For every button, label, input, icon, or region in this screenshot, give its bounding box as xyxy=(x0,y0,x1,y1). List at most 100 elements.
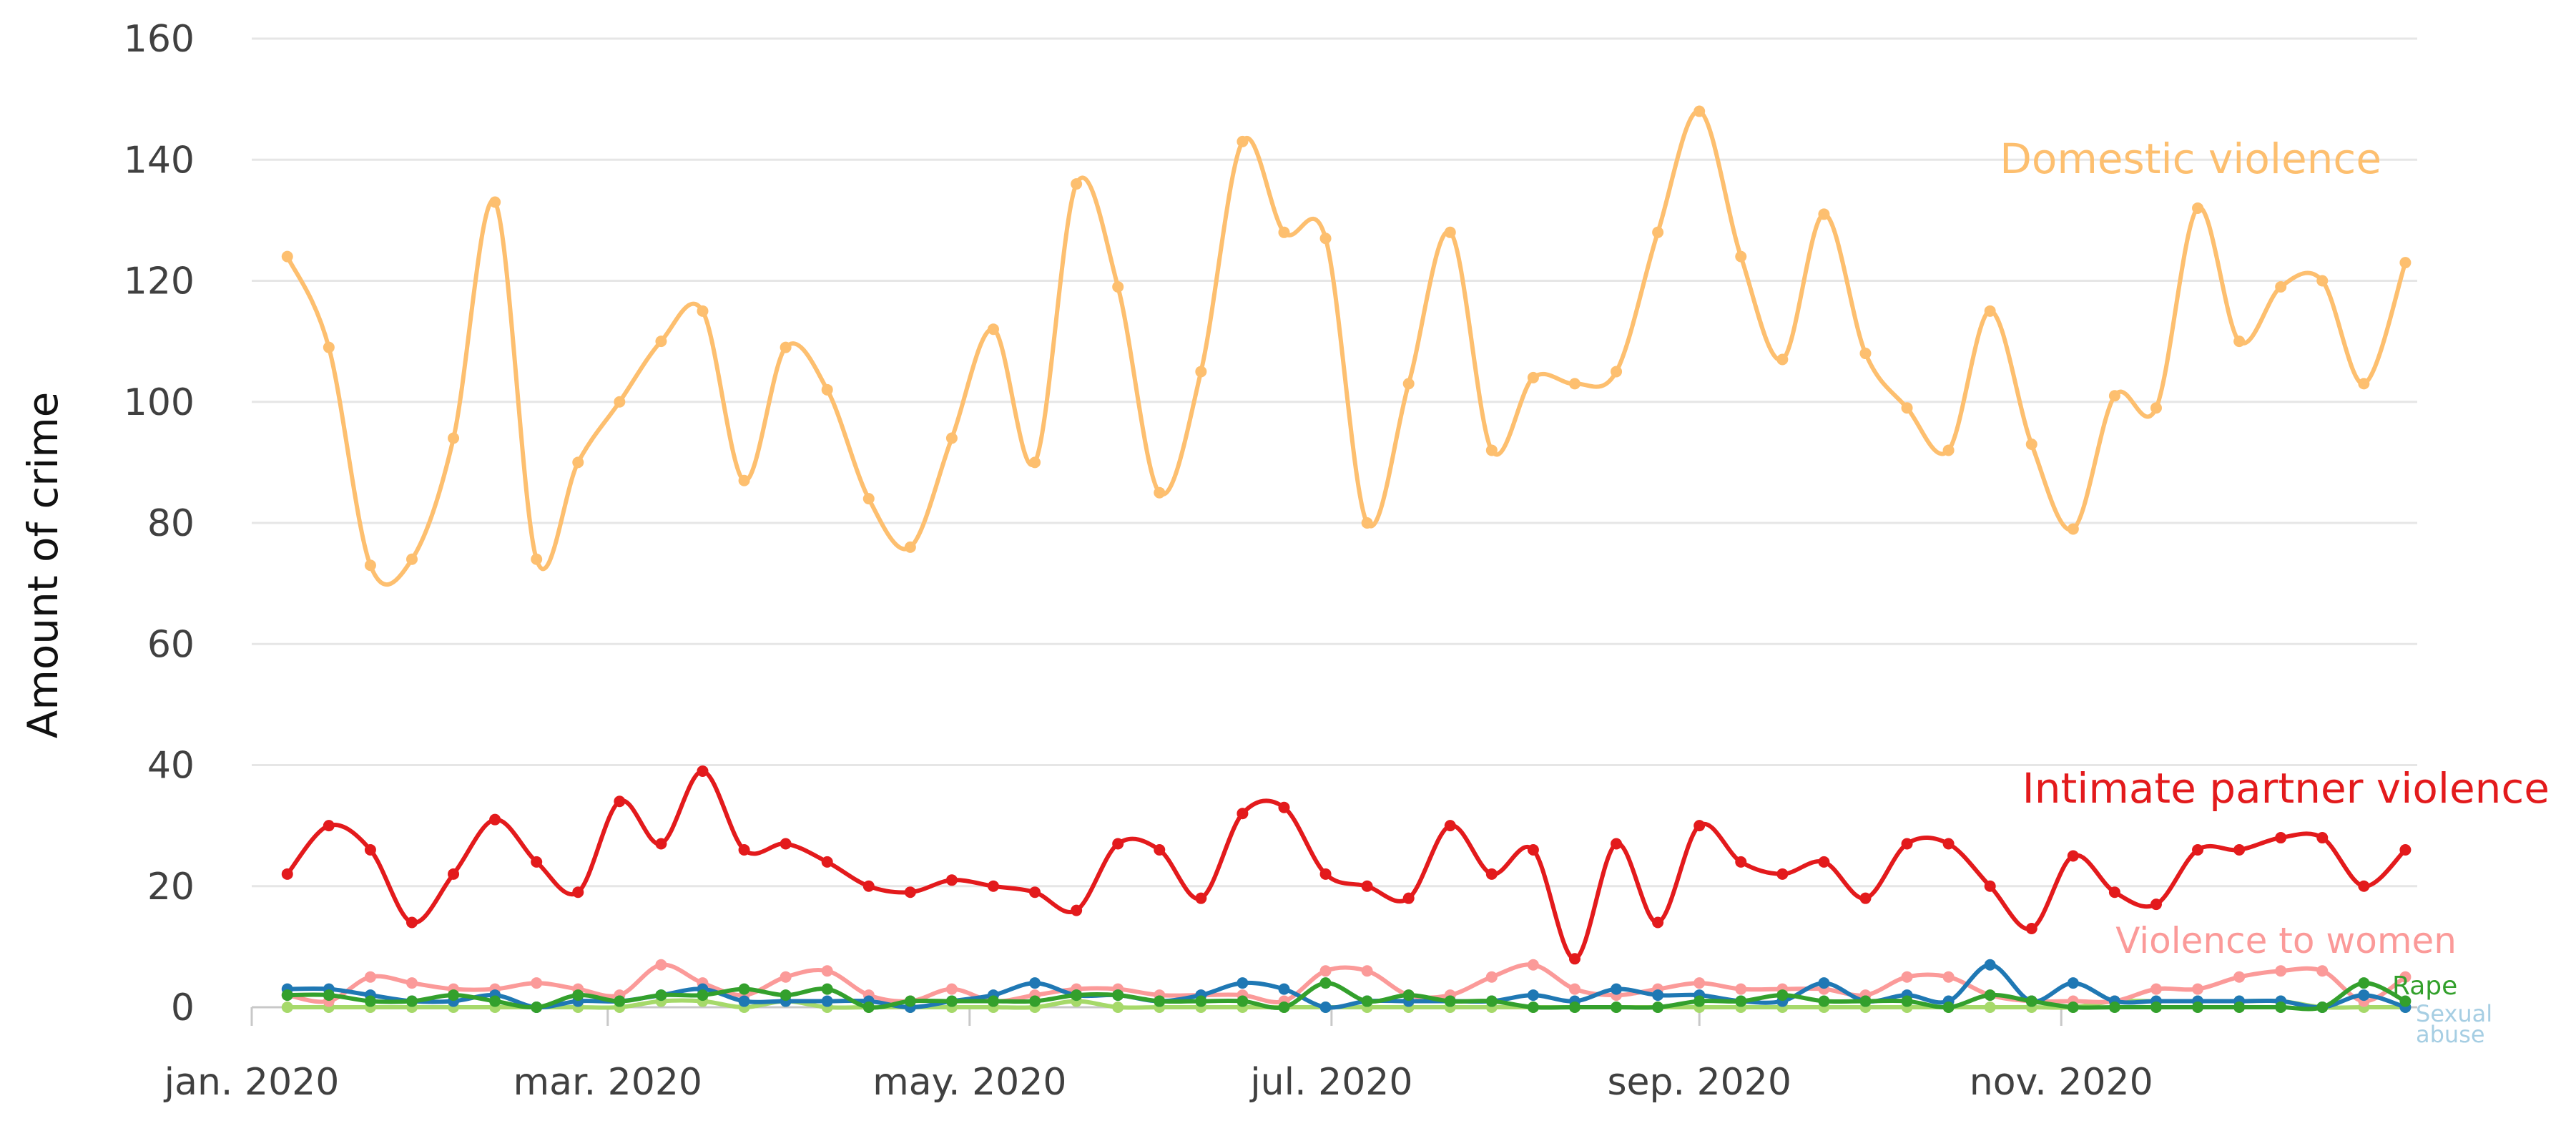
data-point xyxy=(862,880,875,892)
data-point xyxy=(1278,226,1290,238)
data-point xyxy=(1071,178,1083,190)
data-point xyxy=(987,995,999,1007)
data-point xyxy=(2275,965,2287,977)
data-point xyxy=(1901,995,1913,1007)
data-point xyxy=(1402,989,1415,1002)
data-point xyxy=(821,965,833,977)
data-point xyxy=(1735,983,1747,995)
data-point xyxy=(1402,892,1415,904)
data-point xyxy=(862,1002,875,1013)
series-label: Domestic violence xyxy=(2000,134,2381,183)
data-point xyxy=(1485,868,1498,880)
data-point xyxy=(1444,820,1456,832)
data-point xyxy=(1154,995,1166,1007)
data-point xyxy=(1112,838,1124,850)
data-point xyxy=(1984,959,1996,971)
series-0 xyxy=(281,105,2412,587)
series-label: Violence to women xyxy=(2115,920,2457,961)
data-point xyxy=(2192,983,2204,995)
data-point xyxy=(1859,892,1872,904)
data-point xyxy=(531,1002,543,1013)
data-point xyxy=(1195,366,1207,378)
data-point xyxy=(821,856,833,868)
data-point xyxy=(2108,886,2120,898)
data-point xyxy=(1237,995,1249,1007)
data-point xyxy=(1652,916,1664,929)
data-point xyxy=(1652,1002,1664,1013)
data-point xyxy=(1527,959,1539,971)
data-point xyxy=(738,995,750,1007)
data-point xyxy=(1611,838,1623,850)
data-point xyxy=(2399,843,2412,856)
y-tick-label: 80 xyxy=(147,502,195,545)
data-point xyxy=(1029,886,1041,898)
data-point xyxy=(1776,989,1789,1002)
data-point xyxy=(904,995,916,1007)
data-point xyxy=(1735,995,1747,1007)
data-point xyxy=(780,971,792,983)
data-point xyxy=(945,995,958,1007)
data-point xyxy=(2399,995,2412,1007)
data-point xyxy=(2192,202,2204,214)
data-point xyxy=(1527,843,1539,856)
y-tick-labels: 0 20 40 60 80 100 120 140 160 xyxy=(124,18,195,1029)
data-point xyxy=(1071,904,1083,916)
data-point xyxy=(448,989,460,1002)
data-point xyxy=(697,305,709,317)
data-point xyxy=(1029,977,1041,989)
data-point xyxy=(2150,402,2162,414)
data-point xyxy=(2358,977,2370,989)
data-point xyxy=(1568,953,1580,965)
data-point xyxy=(1818,995,1830,1007)
series-line xyxy=(287,962,2407,1004)
data-point xyxy=(1485,971,1498,983)
data-point xyxy=(2275,280,2287,293)
data-point xyxy=(1527,1002,1539,1013)
data-point xyxy=(780,341,792,353)
data-point xyxy=(364,995,376,1007)
data-point xyxy=(323,989,335,1002)
data-point xyxy=(1278,801,1290,813)
data-point xyxy=(2233,1002,2246,1013)
data-point xyxy=(1693,105,1706,117)
series-3 xyxy=(281,977,2412,1013)
data-point xyxy=(572,989,584,1002)
data-point xyxy=(1319,1002,1332,1013)
data-point xyxy=(2275,832,2287,844)
data-point xyxy=(738,983,750,995)
data-point xyxy=(1278,1002,1290,1013)
data-point xyxy=(1652,226,1664,238)
data-point xyxy=(1237,135,1249,147)
data-point xyxy=(821,383,833,396)
data-point xyxy=(364,559,376,572)
x-tick-label: nov. 2020 xyxy=(1970,1061,2153,1104)
data-point xyxy=(572,886,584,898)
data-point xyxy=(945,432,958,444)
data-point xyxy=(2150,983,2162,995)
data-point xyxy=(1112,1002,1124,1013)
data-point xyxy=(2150,1002,2162,1013)
data-point xyxy=(1361,517,1373,529)
series-labels: Domestic violence Intimate partner violen… xyxy=(2000,134,2550,1048)
data-point xyxy=(489,813,501,826)
data-point xyxy=(531,977,543,989)
data-point xyxy=(1361,880,1373,892)
data-point xyxy=(945,983,958,995)
data-point xyxy=(2275,1002,2287,1013)
data-point xyxy=(364,843,376,856)
y-tick-label: 160 xyxy=(124,18,195,61)
data-point xyxy=(489,995,501,1007)
data-point xyxy=(1444,995,1456,1007)
data-point xyxy=(655,989,667,1002)
data-point xyxy=(1901,971,1913,983)
data-point xyxy=(2358,989,2370,1002)
data-point xyxy=(2067,1002,2079,1013)
data-point xyxy=(1859,995,1872,1007)
data-point xyxy=(2233,843,2246,856)
y-tick-label: 40 xyxy=(147,745,195,788)
data-point xyxy=(655,838,667,850)
data-point xyxy=(614,396,626,408)
data-point xyxy=(1319,965,1332,977)
data-point xyxy=(405,916,418,929)
y-axis-label: Amount of crime xyxy=(19,392,67,739)
